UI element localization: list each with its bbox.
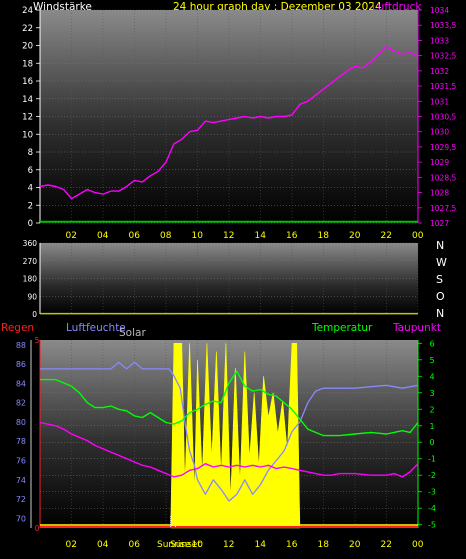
pressure-axis-tick-label: 1028 — [430, 189, 449, 198]
temperature-axis-tick-label: -4 — [428, 504, 436, 513]
humidity-axis-tick-label: 88 — [16, 341, 26, 350]
hour-tick-label: 00 — [412, 540, 424, 550]
temperature-axis-tick-label: 4 — [429, 372, 434, 381]
hour-tick-label: 22 — [381, 540, 392, 550]
pressure-axis-tick-label: 1027 — [430, 219, 449, 228]
rain-axis-tick-label: 5 — [35, 336, 40, 345]
humidity-axis-tick-label: 70 — [16, 514, 26, 523]
hour-tick-label: 18 — [318, 231, 330, 241]
solar-area — [170, 343, 301, 529]
wind-axis-tick-label: 6 — [28, 166, 33, 176]
wind-axis-tick-label: 0 — [28, 219, 33, 229]
dewpoint-line — [39, 421, 419, 478]
compass-label: O — [436, 290, 445, 303]
humidity-axis-tick-label: 84 — [16, 379, 26, 388]
wind-axis-tick-label: 12 — [22, 113, 33, 123]
wind-axis-tick-label: 4 — [28, 184, 33, 194]
hour-tick-label: 20 — [349, 540, 361, 550]
temperature-axis-tick-label: -3 — [428, 488, 436, 497]
legend-temperature: Temperatur — [311, 322, 373, 334]
pressure-axis-tick-label: 1032 — [430, 67, 449, 76]
temperature-axis-tick-label: 2 — [429, 405, 434, 414]
temperature-axis-tick-label: 5 — [429, 356, 434, 365]
direction-axis-tick-label: 90 — [27, 292, 37, 301]
direction-axis-tick-label: 180 — [23, 275, 38, 284]
wind-axis-tick-label: 20 — [22, 42, 33, 52]
legend-solar: Solar — [119, 327, 146, 339]
hour-tick-label: 06 — [129, 540, 141, 550]
humidity-axis-tick-label: 74 — [16, 476, 26, 485]
humidity-axis-tick-label: 80 — [16, 418, 26, 427]
pressure-axis-tick-label: 1033,5 — [430, 21, 456, 30]
sunset-label: Sunset — [170, 540, 201, 550]
hour-tick-label: 22 — [381, 231, 392, 241]
hour-tick-label: 04 — [97, 540, 109, 550]
temperature-line — [40, 370, 419, 437]
wind-axis-tick-label: 24 — [22, 6, 33, 16]
humidity-line — [40, 361, 419, 502]
direction-axis-tick-label: 0 — [32, 310, 37, 319]
hour-tick-label: 02 — [66, 231, 77, 241]
hour-tick-label: 00 — [412, 231, 424, 241]
wind-axis-tick-label: 16 — [22, 77, 33, 87]
hour-tick-label: 12 — [223, 540, 234, 550]
pressure-axis-tick-label: 1034 — [430, 6, 449, 15]
hour-tick-label: 14 — [255, 540, 267, 550]
compass-label: N — [436, 239, 444, 252]
temperature-axis-tick-label: 6 — [429, 339, 434, 348]
pressure-line — [39, 45, 419, 200]
pressure-axis-tick-label: 1028,5 — [430, 173, 456, 182]
temperature-axis-tick-label: 3 — [429, 389, 434, 398]
hour-tick-label: 14 — [255, 231, 267, 241]
compass-label: N — [436, 307, 444, 320]
sunrise-label: Sunrise — [157, 540, 191, 550]
compass-label: S — [436, 273, 443, 286]
hour-tick-label: 04 — [97, 231, 109, 241]
hour-tick-label: 06 — [129, 231, 141, 241]
pressure-axis-tick-label: 1031 — [430, 97, 449, 106]
temperature-axis-tick-label: -5 — [428, 521, 436, 530]
hour-tick-label: 02 — [66, 540, 77, 550]
hour-tick-label: 18 — [318, 540, 330, 550]
direction-axis-tick-label: 360 — [23, 239, 38, 248]
pressure-axis-tick-label: 1030 — [430, 128, 449, 137]
humidity-axis-tick-label: 72 — [16, 495, 26, 504]
pressure-axis-tick-label: 1030,5 — [430, 113, 456, 122]
legend-dewpoint: Taupunkt — [392, 322, 441, 334]
pressure-axis-tick-label: 1027,5 — [430, 204, 456, 213]
legend-humidity: Luftfeuchte — [66, 322, 126, 334]
pressure-axis-tick-label: 1029,5 — [430, 143, 456, 152]
humidity-axis-tick-label: 78 — [16, 437, 26, 446]
hour-tick-label: 16 — [286, 231, 298, 241]
pressure-axis-tick-label: 1032,5 — [430, 52, 456, 61]
wind-axis-tick-label: 18 — [22, 59, 33, 69]
pressure-axis-tick-label: 1033 — [430, 36, 449, 45]
legend-rain: Regen — [1, 322, 34, 334]
hour-tick-label: 10 — [192, 540, 204, 550]
pressure-axis-tick-label: 1031,5 — [430, 82, 456, 91]
compass-label: W — [436, 256, 447, 269]
pressure-axis-tick-label: 1029 — [430, 158, 449, 167]
wind-axis-tick-label: 14 — [22, 95, 33, 105]
wind-axis-tick-label: 2 — [28, 201, 33, 211]
temperature-axis-tick-label: 0 — [429, 438, 434, 447]
wind-axis-tick-label: 22 — [22, 24, 33, 34]
temperature-axis-tick-label: -2 — [428, 471, 436, 480]
direction-axis-tick-label: 270 — [23, 257, 38, 266]
humidity-axis-tick-label: 76 — [16, 457, 26, 466]
hour-tick-label: 08 — [160, 231, 172, 241]
hour-tick-label: 10 — [192, 231, 204, 241]
temperature-axis-tick-label: 1 — [429, 422, 434, 431]
wind-axis-tick-label: 8 — [28, 148, 33, 158]
hour-tick-label: 20 — [349, 231, 361, 241]
humidity-axis-tick-label: 86 — [16, 360, 26, 369]
wind-axis-tick-label: 10 — [22, 130, 33, 140]
hour-tick-label: 16 — [286, 540, 298, 550]
humidity-axis-tick-label: 82 — [16, 399, 26, 408]
rain-axis-tick-label: 0 — [35, 524, 40, 533]
temperature-axis-tick-label: -1 — [428, 455, 436, 464]
hour-tick-label: 12 — [223, 231, 234, 241]
